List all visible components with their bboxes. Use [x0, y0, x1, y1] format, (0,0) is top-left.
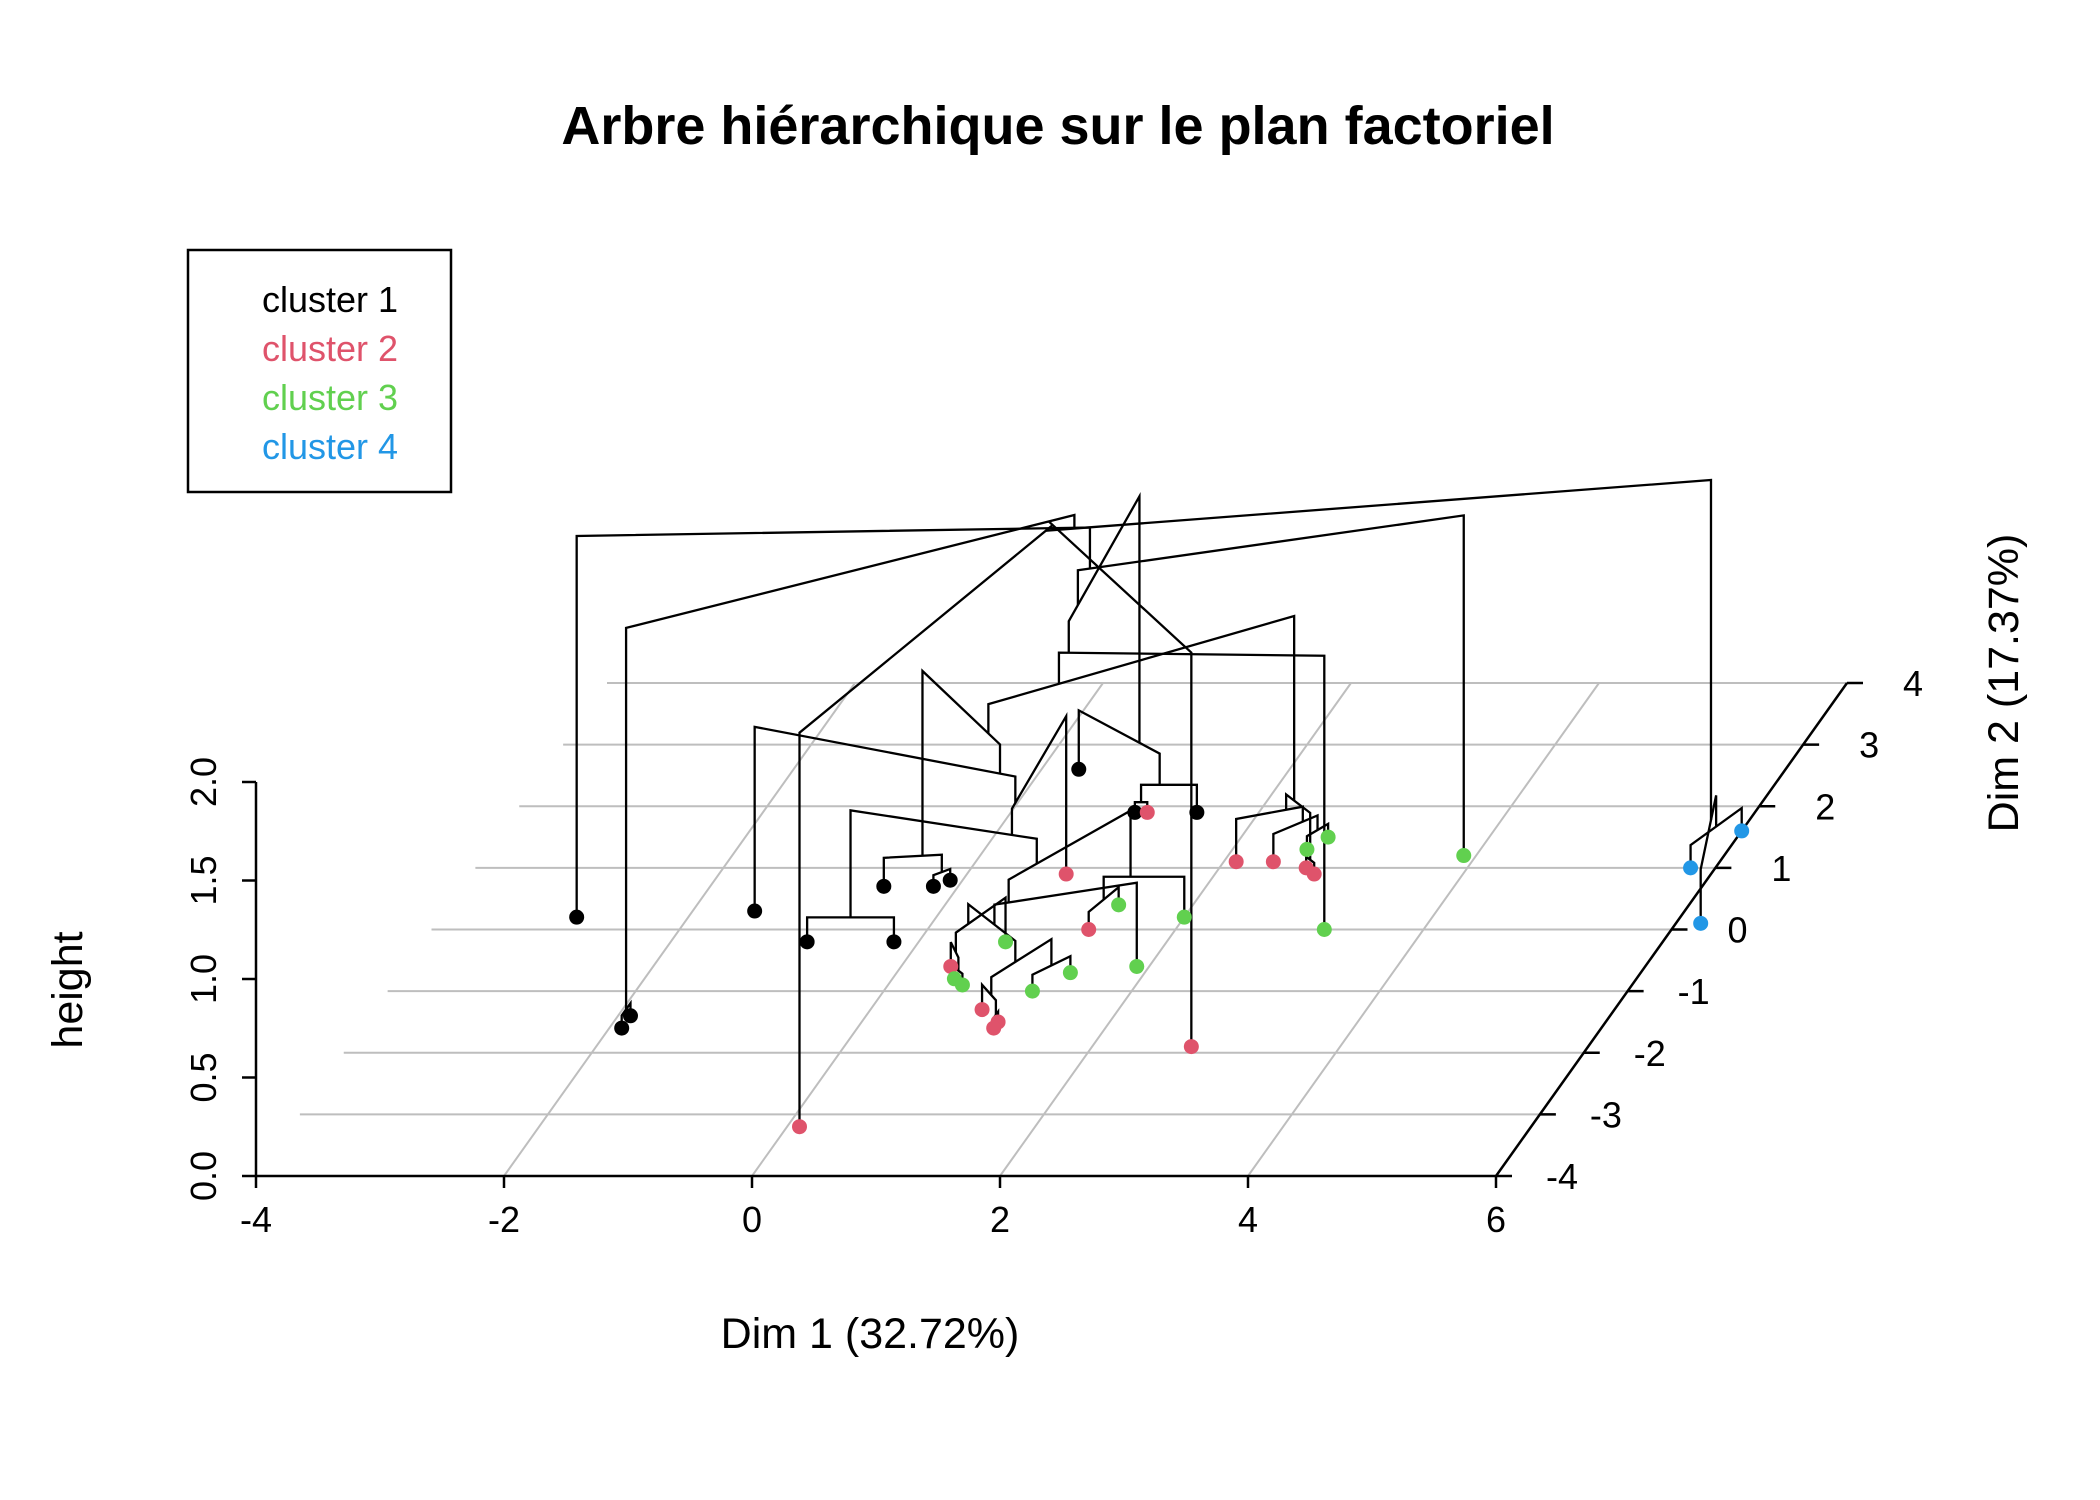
data-point-cluster-1-12	[1189, 804, 1205, 820]
data-point-cluster-3-7	[954, 977, 970, 993]
x-tick-label-5: 6	[1486, 1199, 1506, 1240]
data-point-cluster-1-11	[1127, 804, 1143, 820]
dendrogram-branch-14	[1139, 783, 1199, 813]
data-point-cluster-1-7	[942, 872, 958, 888]
data-point-cluster-2-4	[943, 958, 959, 974]
data-point-cluster-2-1	[1139, 804, 1155, 820]
data-point-cluster-3-5	[1129, 958, 1145, 974]
data-point-cluster-1-8	[614, 1020, 630, 1036]
dendrogram-branch-36	[624, 513, 1076, 1010]
data-point-cluster-3-9	[1316, 922, 1332, 937]
data-point-cluster-2-13	[1306, 866, 1322, 882]
x-tick-label-2: 0	[742, 1199, 762, 1240]
data-point-cluster-1-6	[925, 878, 941, 894]
data-point-cluster-3-10	[1299, 841, 1315, 857]
y-tick-label-7: 3	[1859, 725, 1879, 766]
dendrogram-branch-11	[1235, 805, 1304, 862]
z-tick-label-0: 0.0	[183, 1151, 224, 1201]
y-tick-label-0: -4	[1546, 1156, 1578, 1197]
x-tick-label-3: 2	[990, 1199, 1010, 1240]
dendrogram-branches	[575, 478, 1743, 1127]
dendrogram-branch-23	[1007, 808, 1132, 903]
dendrogram-branch-34	[1076, 514, 1465, 856]
dendrogram-branch-35	[575, 526, 1092, 918]
x-axis-label: Dim 1 (32.72%)	[721, 1310, 1020, 1358]
data-point-cluster-3-3	[998, 934, 1014, 950]
data-point-cluster-2-5	[974, 1002, 990, 1018]
dendrogram-branch-29	[987, 614, 1296, 801]
z-tick-label-3: 1.5	[183, 855, 224, 905]
dendrogram-branch-8	[949, 941, 960, 971]
data-point-cluster-2-2	[1058, 866, 1074, 882]
dendrogram-branch-25	[849, 809, 1038, 918]
y-axis-label: Dim 2 (17.37%)	[1980, 534, 2028, 833]
dendrogram-branch-20	[993, 881, 1138, 967]
data-point-cluster-4-1	[1683, 860, 1699, 876]
y-tick-label-6: 2	[1815, 786, 1835, 827]
data-point-cluster-1-5	[886, 934, 902, 950]
data-point-cluster-2-9	[792, 1119, 807, 1135]
data-point-cluster-1-3	[876, 878, 892, 894]
dendrogram-branch-12	[1284, 792, 1312, 860]
x-tick-label-1: -2	[488, 1199, 520, 1240]
dendrogram-branch-19	[967, 901, 1017, 962]
y-tick-label-4: 0	[1727, 910, 1747, 951]
data-point-cluster-3-2	[1176, 909, 1192, 925]
data-point-cluster-2-8	[1183, 1039, 1199, 1055]
data-point-cluster-2-10	[1228, 854, 1244, 870]
data-point-cluster-3-8	[1024, 983, 1040, 999]
dendrogram-branch-17	[990, 937, 1053, 996]
y-tick-label-3: -1	[1678, 971, 1710, 1012]
dendrogram-branch-9	[980, 981, 998, 1015]
data-point-cluster-2-11	[1265, 854, 1281, 870]
y-tick-label-8: 4	[1903, 663, 1923, 704]
chart-title: Arbre hiérarchique sur le plan factoriel	[561, 96, 1554, 156]
z-tick-label-1: 0.5	[183, 1052, 224, 1102]
z-tick-label-4: 2.0	[183, 757, 224, 807]
dendrogram-branch-22	[1689, 805, 1743, 868]
data-point-cluster-3-12	[1456, 848, 1472, 864]
data-point-cluster-4-2	[1734, 823, 1750, 839]
data-point-cluster-3-4	[1062, 965, 1078, 981]
dendrogram-branch-15	[882, 853, 943, 887]
legend-entry-1: cluster 1	[262, 279, 398, 320]
data-point-cluster-3-11	[1320, 829, 1336, 845]
data-point-cluster-1-2	[747, 903, 763, 919]
legend-box	[186, 248, 453, 494]
dendrogram-branch-26	[1010, 711, 1068, 875]
x-tick-label-4: 4	[1238, 1199, 1258, 1240]
data-point-cluster-1-10	[1071, 761, 1087, 777]
dendrogram-branch-31	[1699, 795, 1718, 924]
dendrogram-branch-38	[798, 524, 1054, 1127]
dendrogram-branch-39	[1045, 478, 1713, 821]
data-point-cluster-2-7	[986, 1020, 1002, 1036]
dendrogram-branch-18	[954, 895, 1007, 953]
dendrogram-branch-33	[1067, 491, 1141, 743]
data-points	[569, 761, 1750, 1135]
z-tick-label-2: 1.0	[183, 954, 224, 1004]
data-point-cluster-3-1	[1111, 897, 1127, 913]
z-axis-label: height	[44, 931, 92, 1048]
data-point-cluster-1-1	[569, 909, 585, 925]
y-tick-label-1: -3	[1590, 1094, 1622, 1135]
dendrogram-branch-28	[921, 668, 1002, 856]
y-tick-label-2: -2	[1634, 1033, 1666, 1074]
dendrogram-branch-27	[753, 725, 1017, 912]
dendrogram-branch-10	[1272, 813, 1319, 862]
data-point-cluster-1-9	[622, 1008, 638, 1024]
legend-entry-4: cluster 4	[262, 426, 398, 467]
dendrogram-branch-32	[1077, 708, 1161, 785]
data-point-cluster-4-3	[1693, 915, 1709, 931]
legend-entry-3: cluster 3	[262, 377, 398, 418]
data-point-cluster-1-4	[799, 934, 815, 950]
y-tick-label-5: 1	[1771, 848, 1791, 889]
data-point-cluster-2-3	[1081, 922, 1097, 937]
dendrogram-branch-21	[1102, 875, 1186, 918]
legend-entry-2: cluster 2	[262, 328, 398, 369]
legend: cluster 1 cluster 2 cluster 3 cluster 4	[186, 248, 453, 494]
x-tick-label-0: -4	[240, 1199, 272, 1240]
